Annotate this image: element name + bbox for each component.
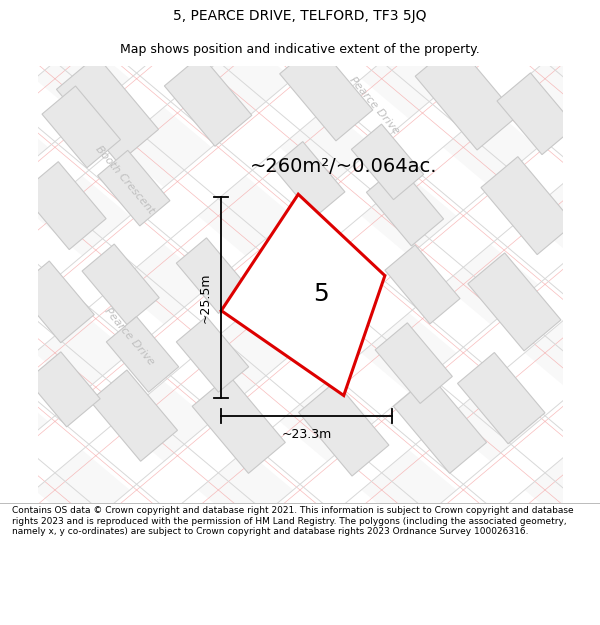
Polygon shape: [0, 0, 600, 467]
Polygon shape: [176, 317, 248, 392]
Polygon shape: [176, 238, 248, 313]
Text: Pearce Drive: Pearce Drive: [103, 306, 156, 368]
Polygon shape: [497, 73, 575, 154]
Polygon shape: [0, 263, 556, 625]
Polygon shape: [42, 86, 121, 168]
Polygon shape: [0, 22, 600, 625]
Polygon shape: [0, 0, 600, 440]
Polygon shape: [0, 102, 600, 625]
Polygon shape: [192, 376, 286, 473]
Polygon shape: [352, 124, 424, 199]
Text: Pearce Drive: Pearce Drive: [347, 74, 401, 136]
Polygon shape: [106, 317, 179, 392]
Text: Booth Crescent: Booth Crescent: [94, 144, 156, 215]
Text: ~260m²/~0.064ac.: ~260m²/~0.064ac.: [250, 157, 437, 176]
Text: Contains OS data © Crown copyright and database right 2021. This information is : Contains OS data © Crown copyright and d…: [12, 506, 574, 536]
Polygon shape: [82, 244, 159, 324]
Polygon shape: [98, 151, 170, 226]
Polygon shape: [0, 0, 600, 520]
Polygon shape: [394, 376, 487, 473]
Polygon shape: [0, 343, 488, 625]
Polygon shape: [385, 245, 460, 324]
Polygon shape: [415, 42, 517, 150]
Polygon shape: [0, 0, 556, 306]
Polygon shape: [164, 55, 252, 146]
Polygon shape: [299, 381, 389, 476]
Text: 5: 5: [313, 282, 329, 306]
Polygon shape: [481, 157, 574, 254]
Polygon shape: [90, 370, 178, 461]
Polygon shape: [272, 142, 345, 217]
Polygon shape: [0, 49, 600, 625]
Polygon shape: [221, 194, 385, 396]
Text: ~25.5m: ~25.5m: [199, 272, 212, 322]
Polygon shape: [468, 253, 561, 351]
Polygon shape: [280, 43, 373, 141]
Polygon shape: [0, 129, 600, 625]
Polygon shape: [0, 182, 600, 625]
Polygon shape: [0, 0, 600, 601]
Polygon shape: [0, 0, 600, 386]
Polygon shape: [28, 352, 100, 427]
Polygon shape: [16, 261, 94, 343]
Text: Map shows position and indicative extent of the property.: Map shows position and indicative extent…: [120, 42, 480, 56]
Polygon shape: [56, 56, 158, 163]
Polygon shape: [0, 0, 488, 226]
Polygon shape: [458, 352, 545, 444]
Polygon shape: [375, 323, 452, 403]
Polygon shape: [367, 166, 443, 246]
Polygon shape: [0, 0, 600, 547]
Polygon shape: [22, 162, 106, 249]
Text: ~23.3m: ~23.3m: [281, 428, 332, 441]
Text: 5, PEARCE DRIVE, TELFORD, TF3 5JQ: 5, PEARCE DRIVE, TELFORD, TF3 5JQ: [173, 9, 427, 23]
